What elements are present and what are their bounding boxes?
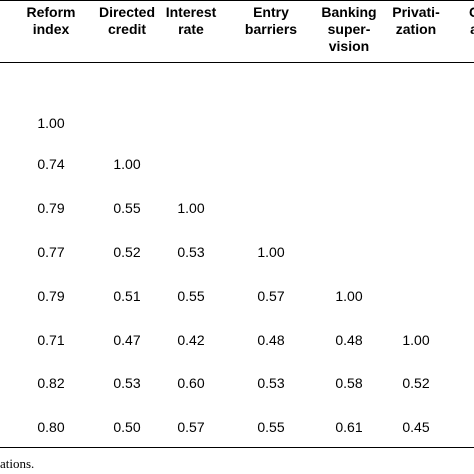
table-cell: 0.53 — [113, 375, 141, 391]
table-cell: 0.52 — [402, 375, 430, 391]
table-cell: 0.55 — [113, 200, 141, 216]
table-cell: 1.00 — [37, 115, 65, 131]
table-cell: 0.51 — [113, 288, 141, 304]
column-header-entry: Entry barriers — [244, 4, 298, 37]
table-cell: 0.80 — [37, 419, 65, 435]
table-cell: 0.57 — [257, 288, 285, 304]
column-header-directed: Directed credit — [98, 4, 156, 37]
table-cell: 0.61 — [335, 419, 363, 435]
table-cell: 1.00 — [113, 156, 141, 172]
table-cell: 0.79 — [37, 288, 65, 304]
table-cell: 1.00 — [177, 200, 205, 216]
table-cell: 0.60 — [177, 375, 205, 391]
header-rule — [0, 62, 474, 63]
column-header-privat: Privati- zation — [392, 4, 440, 37]
table-cell: 0.52 — [113, 244, 141, 260]
table-cell: 0.58 — [335, 375, 363, 391]
column-header-banking: Banking super- vision — [321, 4, 377, 54]
table-cell: 0.48 — [257, 332, 285, 348]
table-note: ations. — [0, 456, 35, 471]
table-cell: 0.53 — [177, 244, 205, 260]
column-header-c7: C a — [469, 4, 474, 37]
column-header-reform: Reform index — [26, 4, 76, 37]
table-cell: 0.79 — [37, 200, 65, 216]
column-header-interest: Interest rate — [165, 4, 217, 37]
table-cell: 0.82 — [37, 375, 65, 391]
table-cell: 0.55 — [177, 288, 205, 304]
table-cell: 0.42 — [177, 332, 205, 348]
table-cell: 1.00 — [402, 332, 430, 348]
table-cell: 0.47 — [113, 332, 141, 348]
table-cell: 0.55 — [257, 419, 285, 435]
table-cell: 1.00 — [335, 288, 363, 304]
table-cell: 0.50 — [113, 419, 141, 435]
table-cell: 0.77 — [37, 244, 65, 260]
table-cell: 0.53 — [257, 375, 285, 391]
table-cell: 1.00 — [257, 244, 285, 260]
table-cell: 0.48 — [335, 332, 363, 348]
bottom-rule — [0, 447, 474, 448]
top-rule — [0, 0, 474, 1]
table-cell: 0.71 — [37, 332, 65, 348]
table-cell: 0.45 — [402, 419, 430, 435]
table-cell: 0.74 — [37, 156, 65, 172]
table-cell: 0.57 — [177, 419, 205, 435]
